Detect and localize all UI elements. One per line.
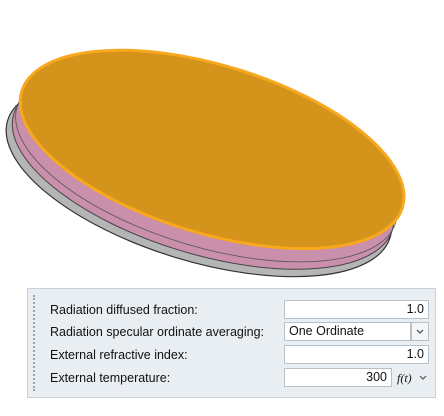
- property-row: External refractive index: 1.0: [50, 345, 430, 365]
- label: External refractive index:: [50, 348, 188, 362]
- label: Radiation diffused fraction:: [50, 303, 198, 317]
- orange-disc: [18, 48, 406, 251]
- label: External temperature:: [50, 371, 171, 385]
- property-row: External temperature: 300 f(t): [50, 368, 430, 388]
- text-input[interactable]: 1.0: [284, 345, 429, 364]
- 3d-view: [5, 48, 406, 278]
- property-row: Radiation diffused fraction: 1.0: [50, 300, 430, 320]
- label: Radiation specular ordinate averaging:: [50, 325, 265, 339]
- dropdown-arrow[interactable]: [411, 322, 429, 341]
- property-row: Radiation specular ordinate averaging: O…: [50, 322, 430, 342]
- text-input[interactable]: 1.0: [284, 300, 429, 319]
- property-panel: Radiation diffused fraction: 1.0 Radiati…: [27, 288, 436, 398]
- drag-handle: [33, 295, 35, 391]
- function-arrow[interactable]: [418, 373, 428, 383]
- function-button[interactable]: f(t): [397, 371, 412, 385]
- dropdown[interactable]: One Ordinate: [284, 322, 411, 341]
- text-input[interactable]: 300: [284, 368, 392, 387]
